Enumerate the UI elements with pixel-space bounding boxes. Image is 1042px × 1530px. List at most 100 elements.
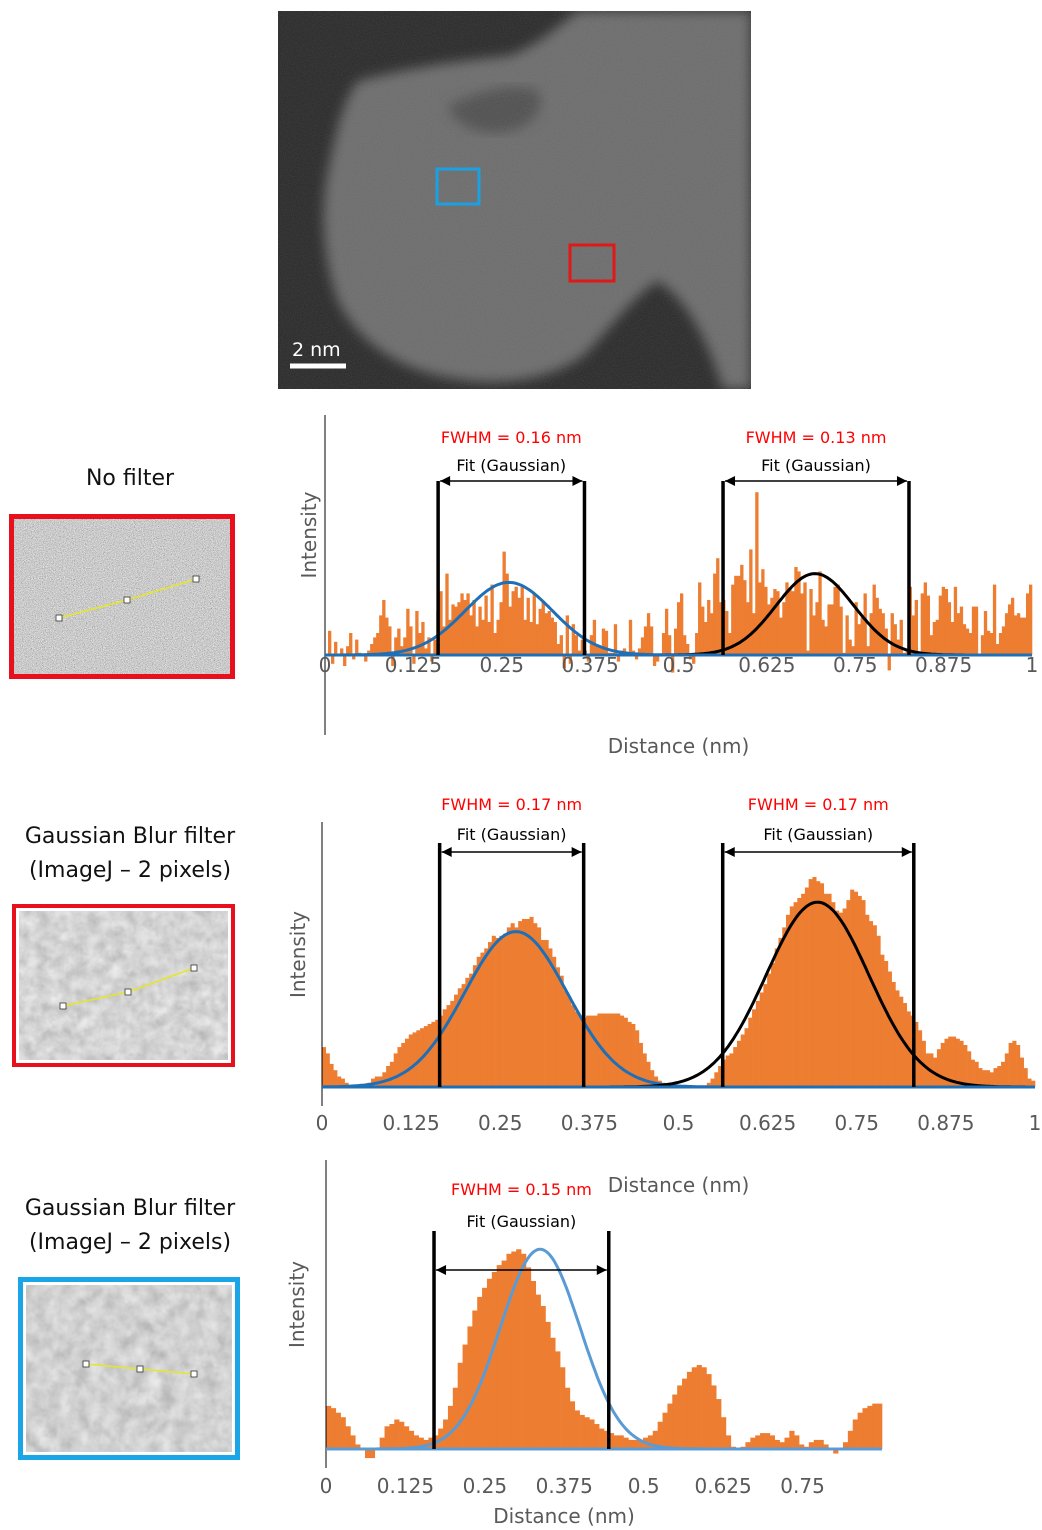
chart2-bar <box>529 916 534 1087</box>
chart2-bar <box>457 988 462 1087</box>
chart2-bar <box>646 1061 651 1087</box>
chart1-bar <box>806 650 810 655</box>
chart2-bar <box>608 1013 613 1087</box>
filter-label-1: No filter <box>10 462 250 496</box>
chart1-bar <box>857 624 861 655</box>
chart1-x-tick-label: 0.625 <box>738 653 795 677</box>
chart1-bar <box>394 637 398 655</box>
chart2-bar <box>770 963 775 1087</box>
chart3-bar <box>604 1430 610 1449</box>
chart1-bar <box>637 648 642 655</box>
chart1-bar <box>800 593 804 655</box>
chart3-bar <box>842 1442 849 1449</box>
chart3-bar <box>506 1253 512 1449</box>
chart3-bar <box>696 1365 702 1449</box>
chart1-bar <box>1022 617 1027 655</box>
chart2-bar <box>967 1051 972 1087</box>
chart1-bar <box>481 619 485 655</box>
chart3-bar <box>330 1408 337 1449</box>
chart1-bar <box>995 644 1000 655</box>
chart3-bar <box>486 1278 493 1449</box>
chart2-bar <box>578 1015 583 1087</box>
chart3-y-axis-title: Intensity <box>285 1261 309 1348</box>
chart3-bar <box>389 1424 395 1449</box>
chart1-bar <box>677 602 681 655</box>
chart1-arrowhead-left <box>725 476 736 486</box>
filter-label-2-line2: (ImageJ – 2 pixels) <box>28 858 232 883</box>
chart1-bar <box>628 619 633 655</box>
chart2-bar <box>340 1078 345 1087</box>
chart1-bar <box>334 641 338 655</box>
chart3-bar <box>862 1408 868 1449</box>
chart1-bar <box>725 611 729 655</box>
chart2-bar <box>469 973 474 1087</box>
chart1-bar <box>487 622 491 655</box>
chart1-bar <box>649 626 654 655</box>
chart1-bar <box>646 613 651 655</box>
chart1-bar <box>956 613 961 655</box>
chart1-bar <box>965 628 970 655</box>
chart3-bar <box>784 1437 790 1449</box>
chart2-bar <box>778 937 783 1087</box>
chart1-bar <box>493 633 497 655</box>
chart3-bar <box>755 1435 761 1449</box>
chart1-bar <box>935 619 940 655</box>
chart1-bar <box>451 604 455 655</box>
chart2-bar <box>955 1038 960 1087</box>
chart2-bar <box>533 923 538 1087</box>
chart2-bar <box>959 1040 964 1087</box>
chart1-bar <box>773 589 777 655</box>
chart1-bar <box>863 593 867 655</box>
chart1-x-tick-label: 0.875 <box>915 653 972 677</box>
chart3-arrowhead-right <box>596 1265 607 1275</box>
chart2-bar <box>480 952 485 1087</box>
chart1-bar <box>472 600 476 655</box>
chart1-x-tick-label: 1 <box>1026 653 1039 677</box>
chart1-bar <box>475 626 479 655</box>
chart1-bar <box>770 597 774 655</box>
chart3-bar <box>701 1367 707 1449</box>
chart1-bar <box>430 655 434 662</box>
chart1-bar <box>698 582 702 655</box>
chart2-bar <box>706 1082 711 1087</box>
chart1-bar <box>782 602 786 655</box>
chart1-bar <box>547 611 551 655</box>
chart2-bar <box>325 1053 330 1087</box>
chart1-bar <box>370 644 374 655</box>
chart2-bar <box>982 1070 987 1087</box>
chart2-bar <box>337 1076 342 1087</box>
chart2-bar <box>767 973 772 1087</box>
chart2-bar <box>537 927 542 1087</box>
chart2-bar <box>944 1038 949 1087</box>
chart1-bar <box>466 593 470 655</box>
chart2-bar <box>552 956 557 1087</box>
chart2-bar <box>752 1009 757 1087</box>
chart2-bar <box>725 1055 730 1087</box>
chart1-bar <box>664 608 669 655</box>
chart2-bar <box>808 879 813 1087</box>
chart2-bar <box>484 948 489 1087</box>
chart3-bar <box>477 1296 483 1449</box>
chart3-bar <box>326 1405 332 1449</box>
chart1-arrowhead-left <box>440 476 451 486</box>
chart2-bar <box>755 1000 760 1087</box>
chart1-bar <box>707 600 711 655</box>
chart1-bar <box>728 633 732 655</box>
chart2-bar <box>891 982 896 1087</box>
chart1-bar <box>980 635 985 655</box>
chart2-bar <box>593 1015 598 1087</box>
chart2-bar <box>518 921 523 1087</box>
chart3-bar <box>340 1417 346 1449</box>
chart1-bar <box>379 615 383 655</box>
chart2-bar <box>442 1009 447 1087</box>
filter-label-3-line2: (ImageJ – 2 pixels) <box>28 1230 232 1255</box>
chart3-bar <box>564 1387 571 1449</box>
thumbnail-blur-blue <box>18 1277 240 1460</box>
chart1-bar <box>752 613 756 655</box>
chart1-bar <box>914 600 918 655</box>
chart3-bar <box>452 1387 458 1449</box>
chart2-bar <box>329 1063 334 1087</box>
chart1-bar <box>824 626 828 655</box>
chart3-bar <box>467 1326 473 1449</box>
